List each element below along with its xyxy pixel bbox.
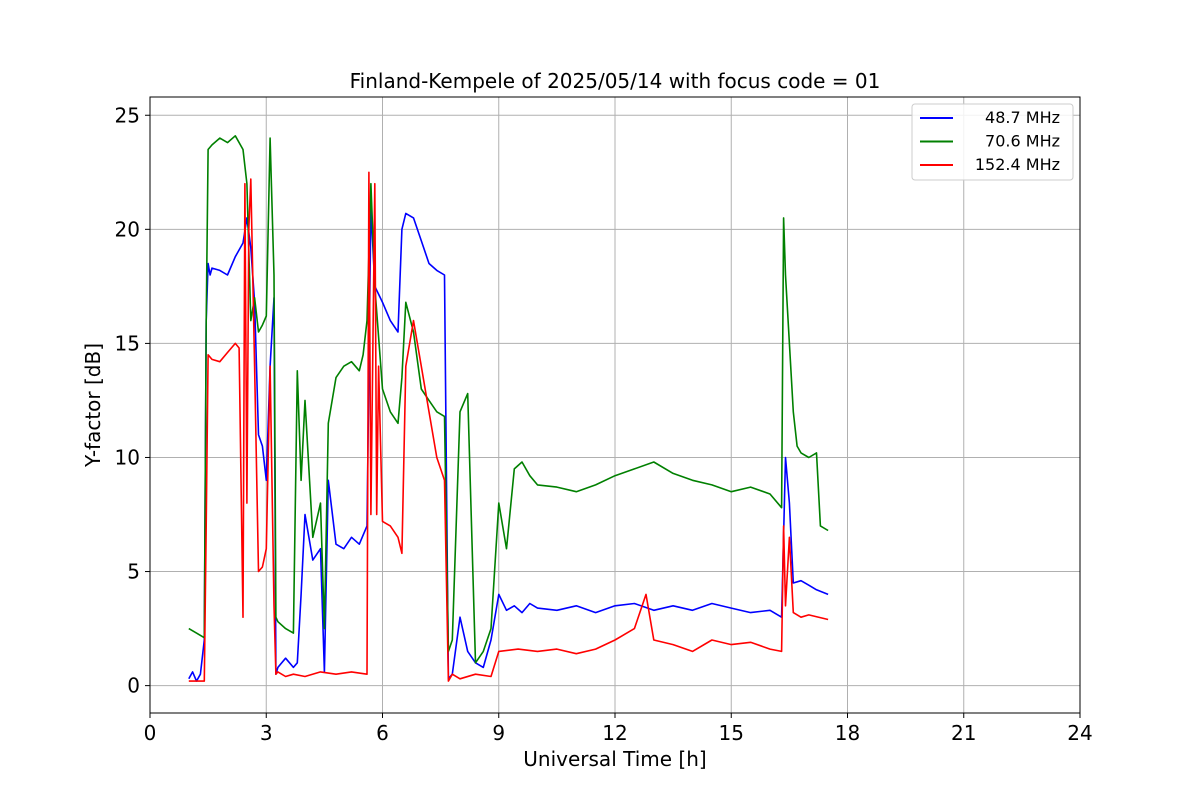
x-tick-label: 0	[144, 721, 157, 745]
legend: 48.7 MHz 70.6 MHz 152.4 MHz	[911, 103, 1074, 181]
x-tick-label: 15	[719, 721, 744, 745]
y-tick-label: 5	[127, 560, 140, 584]
x-axis-title: Universal Time [h]	[523, 747, 706, 771]
y-tick-label: 10	[115, 445, 140, 469]
x-tick-label: 3	[260, 721, 273, 745]
y-tick-label: 20	[115, 217, 140, 241]
legend-label-3: 152.4 MHz	[975, 155, 1060, 174]
x-tick-label: 24	[1067, 721, 1092, 745]
series-line-2	[188, 135, 829, 664]
legend-label-1: 48.7 MHz	[985, 108, 1060, 127]
series-line-3	[188, 171, 829, 682]
x-tick-label: 18	[835, 721, 860, 745]
y-tick-label: 15	[115, 331, 140, 355]
x-tick-label: 6	[376, 721, 389, 745]
y-tick-label: 0	[127, 674, 140, 698]
y-axis-title: Y-factor [dB]	[81, 343, 105, 468]
x-tick-label: 9	[492, 721, 505, 745]
y-tick-label: 25	[115, 103, 140, 127]
legend-label-2: 70.6 MHz	[985, 132, 1060, 151]
x-tick-label: 12	[602, 721, 627, 745]
series-layer	[188, 135, 829, 682]
ticks: 0 3 6 9 12 15 18 21 24 0 5 10 15 20 25	[115, 103, 1093, 745]
x-tick-label: 21	[951, 721, 976, 745]
plot-area	[188, 135, 829, 682]
chart-title: Finland-Kempele of 2025/05/14 with focus…	[350, 69, 881, 93]
legend-frame	[911, 103, 1074, 181]
